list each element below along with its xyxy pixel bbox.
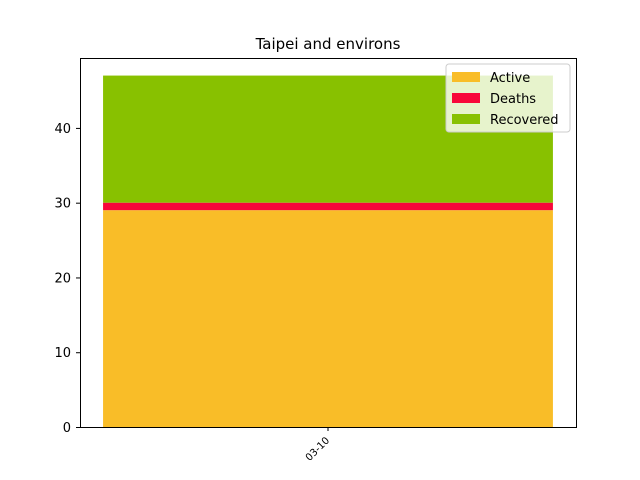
legend-label-active: Active <box>490 71 530 86</box>
legend-swatch-deaths <box>452 93 480 103</box>
y-tick-label-30: 30 <box>54 197 71 212</box>
y-tick-label-0: 0 <box>63 421 71 436</box>
legend-label-recovered: Recovered <box>490 113 559 128</box>
y-tick-label-40: 40 <box>54 122 71 137</box>
legend-label-deaths: Deaths <box>490 92 536 107</box>
legend-swatch-active <box>452 72 480 82</box>
legend: Active Deaths Recovered <box>445 63 571 133</box>
bar-active-03-10 <box>103 210 553 427</box>
bar-deaths-03-10 <box>103 202 553 211</box>
plot-frame <box>80 58 577 428</box>
y-axis: 0 10 20 30 40 <box>54 122 80 436</box>
legend-swatch-recovered <box>452 114 480 124</box>
chart-title: Taipei and environs <box>255 35 401 53</box>
y-tick-label-10: 10 <box>54 346 71 361</box>
y-tick-label-20: 20 <box>54 271 71 286</box>
